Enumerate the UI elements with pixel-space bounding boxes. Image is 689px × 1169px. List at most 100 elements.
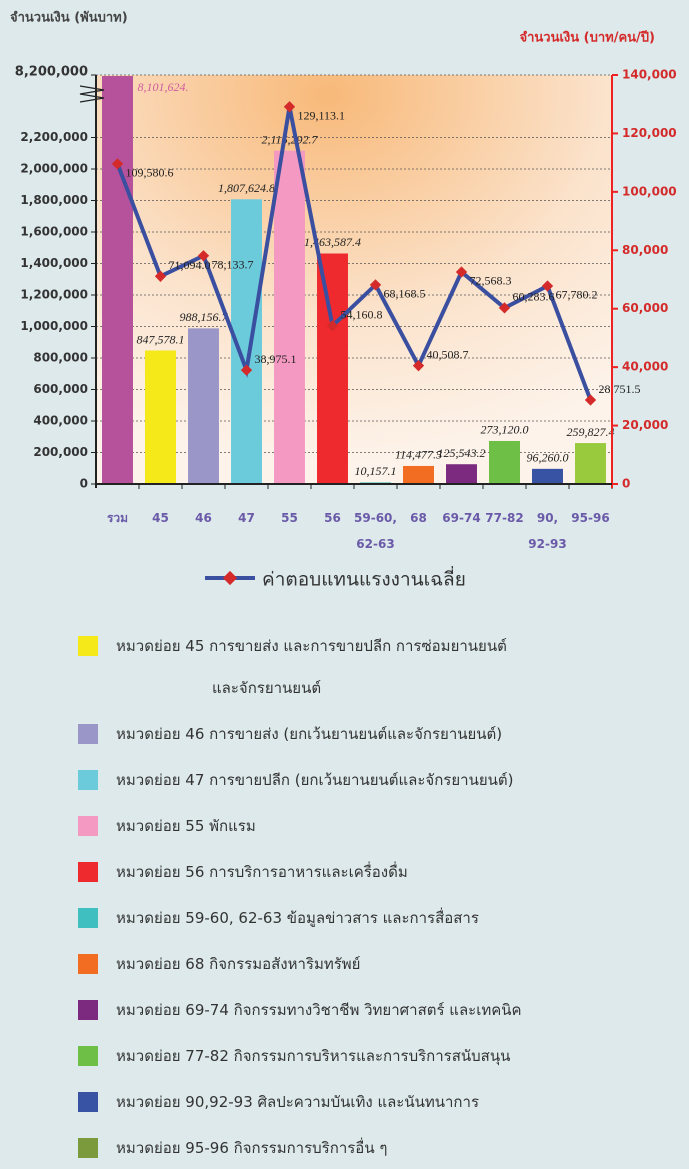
legend-text: หมวดย่อย 55 พักแรม [116,816,256,847]
legend-item: หมวดย่อย 47 การขายปลีก (ยกเว้นยานยนต์และ… [78,770,513,801]
line [115,106,593,401]
line-value-label: 67,780.2 [556,288,598,302]
legend-swatch [78,770,98,790]
x-tick-label: 68 [410,511,427,525]
y-tick-label: 2,000,000 [20,162,88,176]
bar-value-label: 1,463,587.4 [304,235,361,249]
legend-swatch [78,954,98,974]
bar-value-label: 1,807,624.8 [218,181,275,195]
legend-swatch [78,1000,98,1020]
legend-label: หมวดย่อย 69-74 กิจกรรมทางวิชาชีพ วิทยาศา… [116,1001,522,1019]
chart: จำนวนเงิน (พันบาท) จำนวนเงิน (บาท/คน/ปี)… [10,10,677,591]
y-tick-label: 1,600,000 [20,225,88,239]
legend-text: หมวดย่อย 95-96 กิจกรรมการบริการอื่น ๆ [116,1138,387,1169]
bar [188,328,219,484]
x-tick-label: 45 [152,511,169,525]
bar-value-label: 96,260.0 [527,451,569,465]
legend-item: หมวดย่อย 45 การขายส่ง และการขายปลีก การซ… [78,636,507,709]
bar [446,464,477,484]
legend-label: หมวดย่อย 77-82 กิจกรรมการบริหารและการบริ… [116,1047,511,1065]
legend-item: หมวดย่อย 68 กิจกรรมอสังหาริมทรัพย์ [78,954,360,985]
y-tick-label: 1,800,000 [20,193,88,207]
legend-label: หมวดย่อย 55 พักแรม [116,817,256,835]
x-tick-label: 69-74 [442,511,481,525]
legend-label: หมวดย่อย 68 กิจกรรมอสังหาริมทรัพย์ [116,955,361,973]
y2-title: จำนวนเงิน (บาท/คน/ปี) [519,30,655,46]
y-tick-label: 8,200,000 [15,65,88,80]
x-tick-label: รวม [106,511,129,525]
legend-item: หมวดย่อย 55 พักแรม [78,816,256,847]
line-marker [197,250,210,262]
legend-item: หมวดย่อย 90,92-93 ศิลปะความบันเทิง และนั… [78,1092,479,1123]
line-value-label: 109,580.6 [126,166,174,180]
legend-label: หมวดย่อย 47 การขายปลีก (ยกเว้นยานยนต์และ… [116,771,514,789]
x-tick-label: 59-60, 62-63 [354,511,397,551]
line-marker [369,279,382,291]
y-tick-label: 2,200,000 [20,130,88,144]
legend-text: หมวดย่อย 68 กิจกรรมอสังหาริมทรัพย์ [116,954,360,985]
y-title: จำนวนเงิน (พันบาท) [10,10,128,26]
line-value-label: 54,160.8 [341,308,383,322]
y2-tick-label: 0 [622,477,630,491]
legend-text: หมวดย่อย 56 การบริการอาหารและเครื่องดื่ม [116,862,408,893]
line-marker [455,266,468,278]
legend-swatch [78,908,98,928]
y-tick-label: 200,000 [33,445,88,459]
legend-text: หมวดย่อย 77-82 กิจกรรมการบริหารและการบริ… [116,1046,510,1077]
y-tick-label: 800,000 [33,351,88,365]
legend-swatch [78,724,98,744]
line-marker [240,364,253,376]
x-tick-label: 47 [238,511,255,525]
legend-swatch [78,1092,98,1112]
x-tick-label: 55 [281,511,298,525]
legend-item: หมวดย่อย 77-82 กิจกรรมการบริหารและการบริ… [78,1046,510,1077]
legend-item: หมวดย่อย 46 การขายส่ง (ยกเว้นยานยนต์และจ… [78,724,502,755]
legend-text: หมวดย่อย 46 การขายส่ง (ยกเว้นยานยนต์และจ… [116,724,502,755]
y-tick-label: 400,000 [33,414,88,428]
bar [145,350,176,484]
line-value-label: 60,283.6 [513,290,555,304]
line-value-label: 38,975.1 [255,352,297,366]
line-marker [584,394,597,406]
line-marker [154,270,167,282]
y-tick-label: 1,400,000 [20,256,88,270]
legend-label: หมวดย่อย 95-96 กิจกรรมการบริการอื่น ๆ [116,1139,388,1157]
plot-area [96,75,612,484]
bar [403,465,434,484]
legend-text: หมวดย่อย 45 การขายส่ง และการขายปลีก การซ… [116,636,507,709]
bar-value-label: 125,543.2 [438,446,486,460]
legend-label: หมวดย่อย 90,92-93 ศิลปะความบันเทิง และนั… [116,1093,479,1111]
legend-text: หมวดย่อย 59-60, 62-63 ข้อมูลข่าวสาร และก… [116,908,479,939]
y2-tick-label: 100,000 [622,184,677,198]
legend-label: และจักรยานยนต์ [212,679,322,697]
x-tick-label: 95-96 [571,511,610,525]
bar-value-label: 114,477.5 [395,448,442,462]
y-tick-label: 1,000,000 [20,319,88,333]
legend-swatch [78,1138,98,1158]
legend-text: หมวดย่อย 47 การขายปลีก (ยกเว้นยานยนต์และ… [116,770,513,801]
line-value-label: 72,568.3 [470,274,512,288]
line-value-label: 129,113.1 [298,109,346,123]
bar-value-label: 259,827.4 [567,425,615,439]
legend-swatch [78,862,98,882]
y2-tick-label: 120,000 [622,126,677,140]
bar-value-label: 10,157.1 [355,464,397,478]
legend-marker [222,570,238,586]
legend-swatch [78,816,98,836]
bar-value-label: 8,101,624. [138,80,189,94]
x-tick-label: 56 [324,511,341,525]
bar [317,253,348,484]
line-value-label: 68,168.5 [384,287,426,301]
line-marker [326,320,339,332]
x-tick-label: 77-82 [485,511,524,525]
legend-swatch [78,1046,98,1066]
bar [575,443,606,484]
y2-tick-label: 60,000 [622,301,668,315]
line-value-label: 78,133.7 [212,257,254,271]
line-marker [412,359,425,372]
line-marker [541,280,554,292]
y-tick-label: 600,000 [33,382,88,396]
bar-value-label: 988,156.7 [180,310,229,324]
line-marker [498,302,511,314]
